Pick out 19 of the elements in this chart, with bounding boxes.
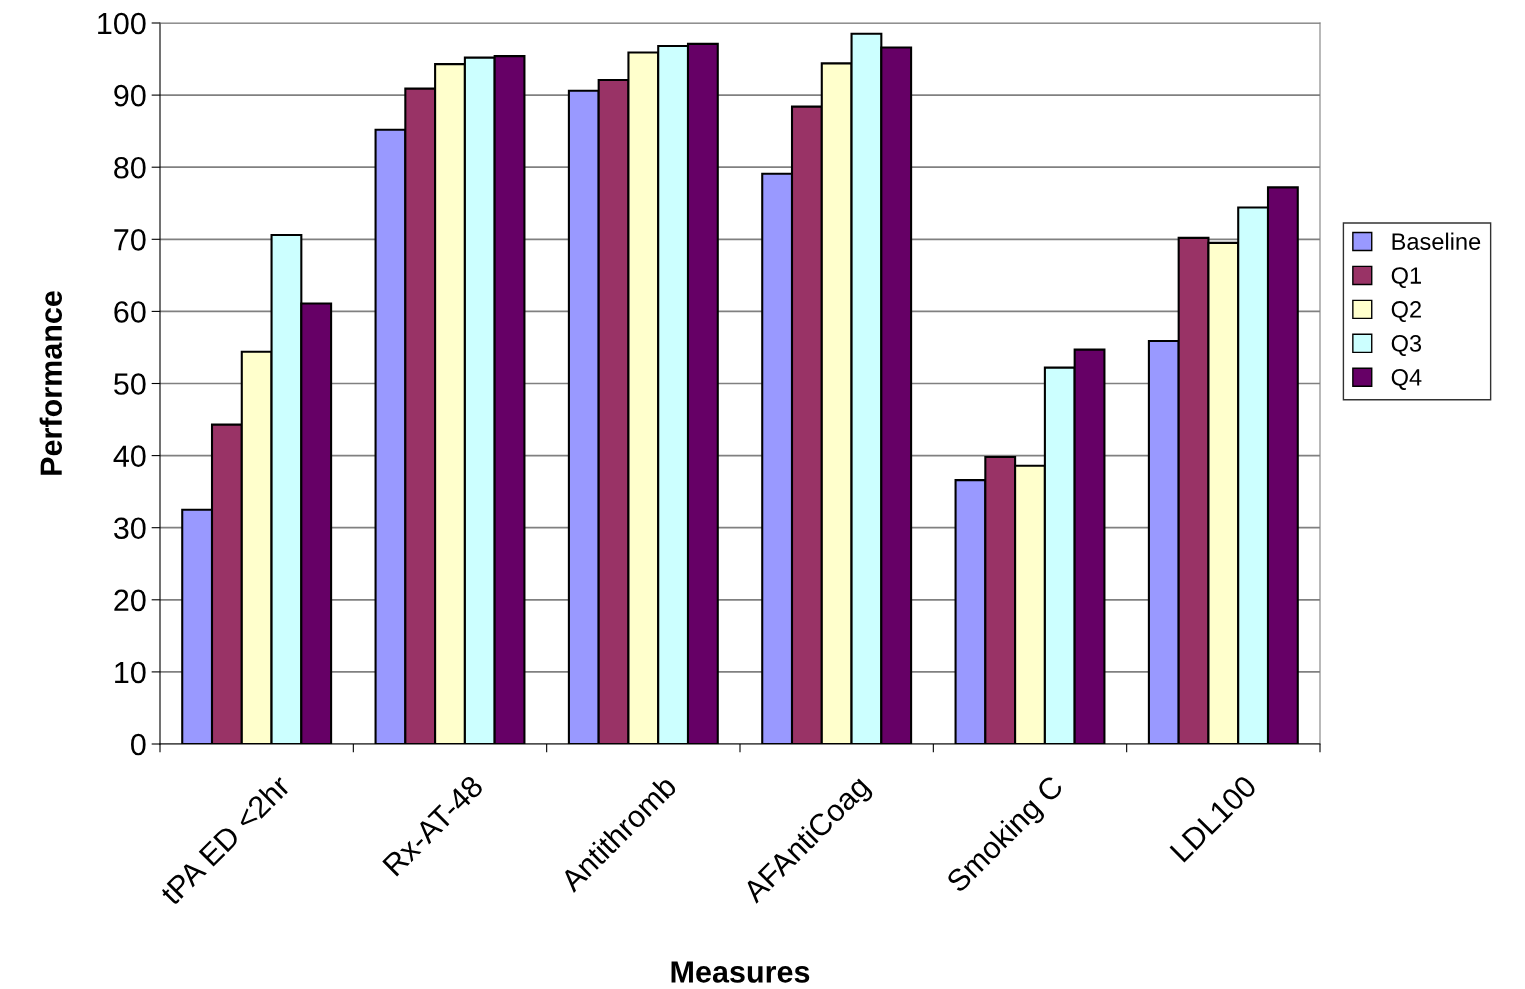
- legend-label: Q1: [1391, 267, 1421, 289]
- x-tick-label: tPA ED <2hr: [158, 773, 292, 907]
- y-tick-label: 70: [114, 229, 146, 251]
- y-tick-label: 90: [114, 84, 146, 107]
- y-tick-label: 40: [113, 445, 146, 467]
- legend-label: Q3: [1391, 335, 1422, 356]
- y-tick-label: 100: [98, 12, 146, 35]
- y-tick-label: 10: [115, 661, 146, 684]
- y-tick-label: 80: [114, 156, 146, 179]
- y-axis-title: Performance: [39, 291, 63, 475]
- y-tick-label: 60: [114, 301, 146, 323]
- x-axis-title: Measures: [671, 961, 810, 983]
- legend-label: Q2: [1391, 301, 1421, 323]
- y-tick-label: 30: [113, 517, 146, 540]
- y-tick-label: 0: [131, 733, 146, 756]
- legend-label: Baseline: [1392, 232, 1481, 250]
- y-tick-label: 20: [114, 589, 146, 612]
- legend-label: Q4: [1391, 368, 1422, 390]
- y-tick-label: 50: [114, 373, 146, 395]
